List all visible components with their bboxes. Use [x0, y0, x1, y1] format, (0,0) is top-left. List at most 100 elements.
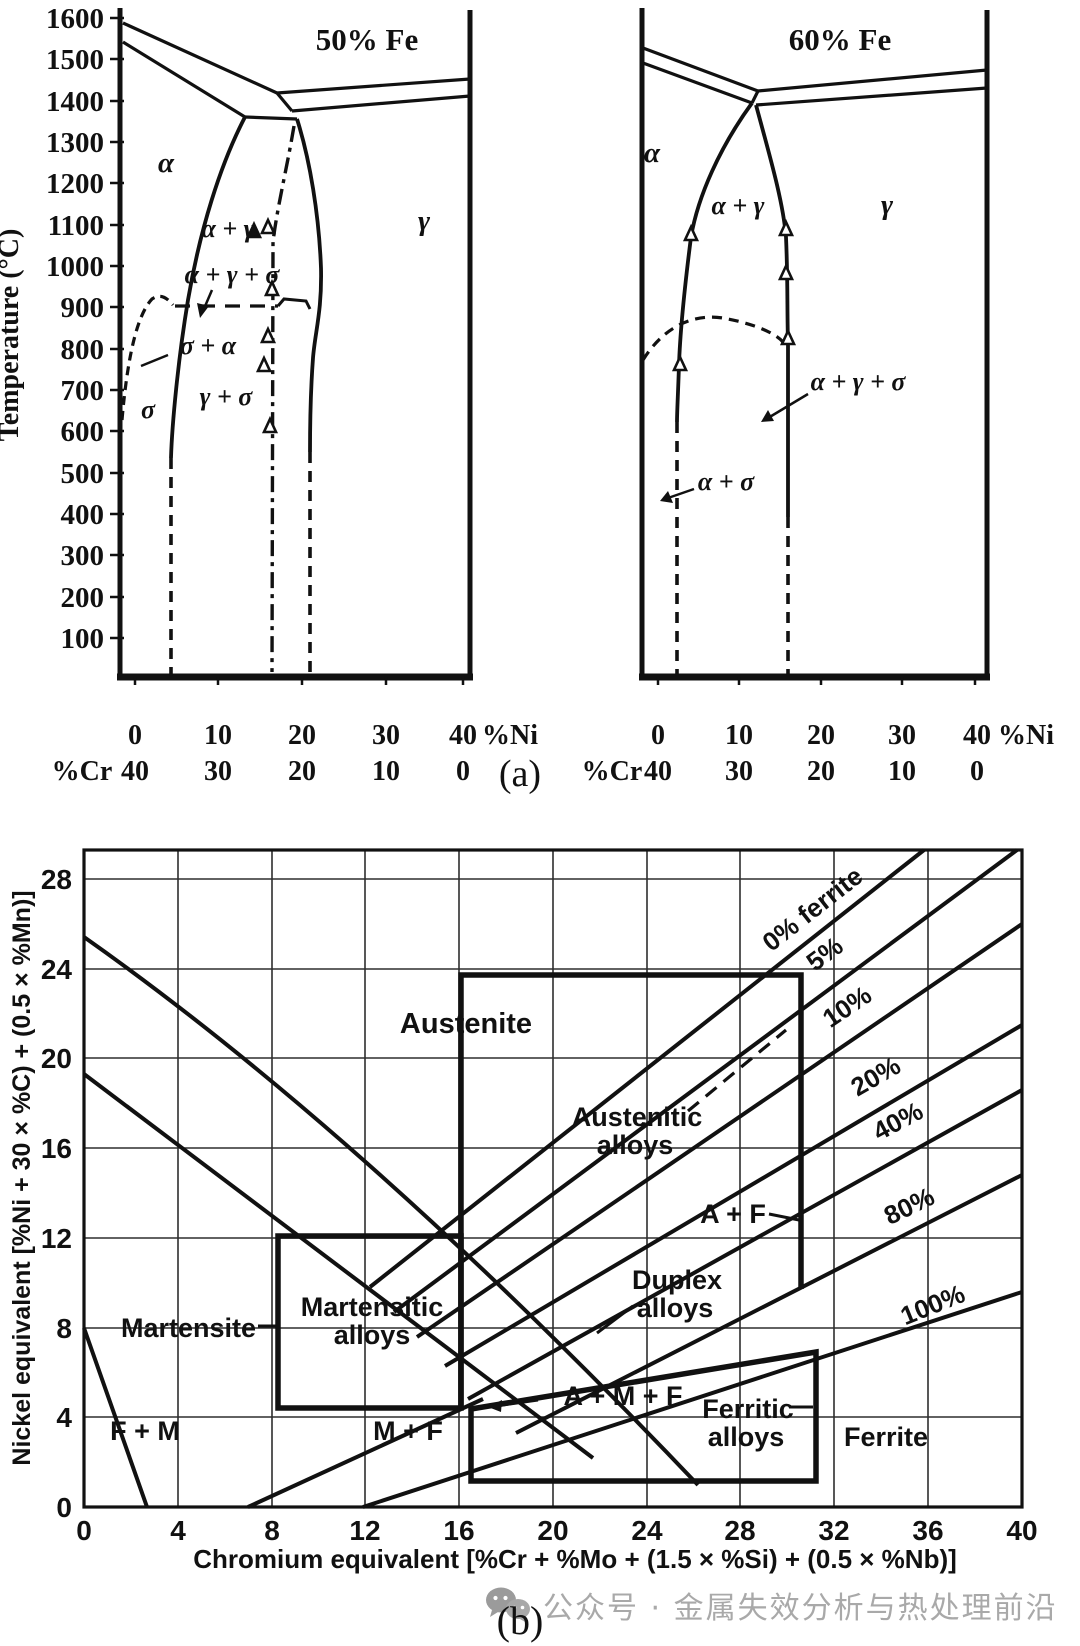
- iso-label-40: 40%: [868, 1096, 928, 1147]
- ni-tick: 10: [204, 720, 232, 751]
- x-tick: 36: [912, 1515, 943, 1546]
- iso-5pct: [392, 848, 1019, 1314]
- x-tick: 40: [1006, 1515, 1037, 1546]
- x-tick-marks: [656, 677, 977, 685]
- b-x-axis-title: Chromium equivalent [%Cr + %Mo + (1.5 × …: [193, 1544, 957, 1574]
- label-austenitic-2: alloys: [597, 1130, 674, 1160]
- phase-diagram-50fe: 1600 1500 1400 1300 1200 1100 1000 900 8…: [0, 3, 538, 787]
- label-duplex-2: alloys: [637, 1293, 714, 1323]
- ni-tick: 20: [807, 720, 835, 751]
- y-tick-marks: [110, 16, 124, 640]
- wechat-icon: [486, 1587, 530, 1623]
- y-tick: 1400: [46, 86, 104, 118]
- sigma-dome-dashed: [641, 315, 785, 361]
- sigma-alpha-leader: [140, 353, 169, 368]
- label-martensitic-1: Martensitic: [301, 1292, 444, 1322]
- y-tick: 1300: [46, 127, 104, 159]
- duplex-leader: [596, 1304, 634, 1335]
- b-y-axis-title: Nickel equivalent [%Ni + 30 × %C) + (0.5…: [8, 890, 36, 1465]
- ni-unit: %Ni: [482, 720, 538, 751]
- label-alpha-sigma: α + σ: [698, 467, 755, 496]
- schaeffler-diagram: 0 4 8 12 16 20 24 28 0 4 8 12 16 20 24 2…: [8, 848, 1038, 1574]
- three-phase-dashdot: [270, 125, 296, 673]
- data-markers-50fe: [245, 216, 281, 434]
- x-tick: 0: [76, 1515, 92, 1546]
- y-tick: 700: [61, 375, 105, 407]
- x-tick: 20: [537, 1515, 568, 1546]
- y-tick: 24: [41, 954, 73, 985]
- ni-tick: 30: [372, 720, 400, 751]
- label-alpha: α: [644, 137, 661, 169]
- y-tick: 1200: [46, 168, 104, 200]
- label-gamma: γ: [881, 189, 894, 221]
- panel-title-60fe: 60% Fe: [789, 22, 891, 57]
- label-alpha-gamma-sigma: α + γ + σ: [185, 260, 281, 289]
- austenitic-alloys-box: [458, 972, 804, 1408]
- y-axis-title: Temperature (°C): [0, 229, 25, 442]
- label-sigma-alpha: σ + α: [180, 331, 237, 360]
- label-alpha-gamma-sigma: α + γ + σ: [811, 367, 907, 396]
- label-gamma: γ: [418, 205, 431, 237]
- y-tick: 16: [41, 1133, 72, 1164]
- axes-50fe: [110, 8, 473, 685]
- cr-label: %Cr: [582, 756, 643, 787]
- alpha-boundary: [169, 116, 247, 459]
- x-tick: 8: [264, 1515, 280, 1546]
- b-y-tick-labels: 0 4 8 12 16 20 24 28: [41, 864, 73, 1523]
- label-a-f: A + F: [700, 1199, 766, 1229]
- as-arrowhead: [660, 491, 673, 503]
- label-f-m: F + M: [110, 1416, 180, 1446]
- gamma-boundary: [754, 104, 790, 517]
- cr-tick: 10: [372, 756, 400, 787]
- axes-60fe: [639, 8, 990, 685]
- label-duplex-1: Duplex: [632, 1265, 722, 1295]
- x-tick: 24: [631, 1515, 663, 1546]
- x-tick-marks: [133, 677, 465, 685]
- y-tick: 1600: [46, 3, 104, 35]
- ni-tick: 40: [963, 720, 991, 751]
- ni-tick: 0: [128, 720, 142, 751]
- y-tick: 400: [61, 499, 105, 531]
- alloy-boxes: [275, 972, 819, 1484]
- y-tick: 12: [41, 1223, 72, 1254]
- amf-arrow-line: [495, 1398, 539, 1408]
- cr-tick: 0: [456, 756, 470, 787]
- watermark: 公众号 · 金属失效分析与热处理前沿: [482, 1583, 1058, 1627]
- ni-axis-60fe: 0 10 20 30 40 %Ni: [651, 720, 1054, 751]
- grid: [84, 850, 1022, 1507]
- iso-label-10: 10%: [817, 980, 877, 1034]
- y-tick: 8: [56, 1313, 72, 1344]
- sigma-dome-dashed: [120, 294, 175, 421]
- label-alpha: α: [158, 147, 175, 179]
- x-tick: 32: [818, 1515, 849, 1546]
- panel-title-50fe: 50% Fe: [316, 22, 418, 57]
- cr-tick: 10: [888, 756, 916, 787]
- ni-unit: %Ni: [998, 720, 1054, 751]
- cr-tick: 20: [288, 756, 316, 787]
- watermark-text: 公众号 · 金属失效分析与热处理前沿: [543, 1591, 1058, 1626]
- label-sigma: σ: [141, 395, 156, 424]
- cr-tick: 30: [204, 756, 232, 787]
- phase-boundaries-60fe: [641, 46, 988, 676]
- x-tick: 12: [349, 1515, 380, 1546]
- cr-tick: 40: [121, 756, 149, 787]
- x-tick: 4: [170, 1515, 186, 1546]
- label-leaders: [258, 1028, 813, 1409]
- x-tick: 16: [443, 1515, 474, 1546]
- y-tick: 300: [61, 540, 105, 572]
- y-tick: 100: [61, 623, 105, 655]
- phase-diagram-60fe: 60% Fe α α + γ γ α +: [582, 8, 1054, 787]
- sigma-jog: [276, 297, 312, 310]
- label-martensite: Martensite: [121, 1313, 256, 1343]
- ags-arrow-line: [767, 392, 809, 420]
- ni-axis-50fe: 0 10 20 30 40 %Ni: [128, 720, 538, 751]
- label-ferrite: Ferrite: [844, 1422, 928, 1452]
- b-x-tick-labels: 0 4 8 12 16 20 24 28 32 36 40: [76, 1515, 1037, 1546]
- austenitic-leader-dashed: [686, 1028, 788, 1113]
- cr-tick: 40: [644, 756, 672, 787]
- label-austenite: Austenite: [400, 1008, 532, 1040]
- am-martensite-boundary: [82, 1072, 595, 1460]
- y-tick: 500: [61, 458, 105, 490]
- y-tick: 800: [61, 334, 105, 366]
- iso-40pct: [467, 1088, 1023, 1401]
